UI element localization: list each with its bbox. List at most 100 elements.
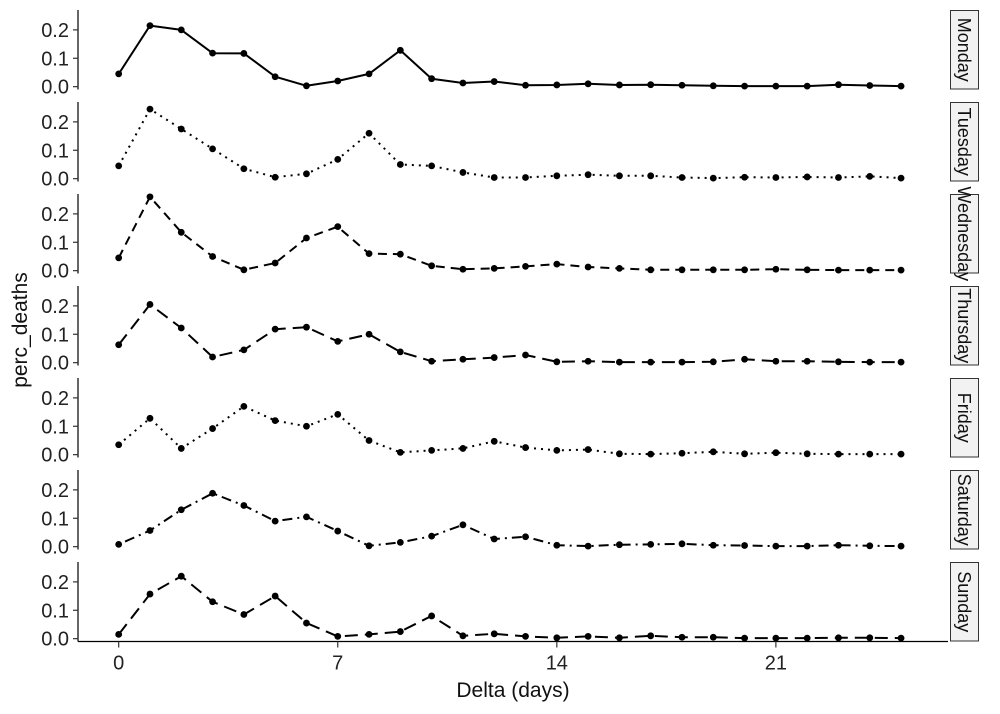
data-point	[115, 341, 123, 349]
data-point	[522, 632, 529, 640]
data-point	[741, 450, 748, 458]
data-point	[396, 250, 404, 258]
y-tick-label: 0.1	[41, 508, 69, 530]
data-point	[365, 542, 373, 550]
data-point	[146, 414, 154, 422]
data-point	[866, 172, 874, 180]
data-point	[584, 357, 592, 365]
data-point	[709, 448, 717, 456]
data-point	[428, 447, 436, 454]
data-point	[897, 174, 905, 182]
data-point	[365, 250, 373, 258]
data-point	[897, 450, 905, 458]
data-point	[772, 542, 780, 550]
data-point	[553, 541, 561, 549]
data-point	[365, 437, 373, 444]
data-point	[271, 592, 279, 600]
data-point	[490, 354, 498, 361]
data-point	[240, 165, 248, 173]
data-point	[897, 542, 905, 550]
data-point	[647, 450, 655, 458]
series-line	[117, 24, 902, 88]
data-point	[897, 358, 905, 366]
data-point	[741, 173, 748, 181]
facet-panel: 0.0 0.1 0.2 Wednesday	[41, 186, 979, 283]
data-point	[240, 266, 248, 274]
data-point	[678, 358, 686, 366]
data-point	[866, 450, 874, 458]
x-tick-label: 21	[765, 653, 787, 675]
data-point	[835, 450, 842, 458]
data-point	[709, 82, 717, 90]
data-point	[428, 532, 436, 540]
data-point	[647, 358, 655, 366]
data-point	[584, 542, 592, 550]
data-point	[303, 619, 310, 627]
data-point	[334, 337, 342, 345]
data-point	[177, 572, 185, 580]
y-tick-label: 0.0	[41, 77, 69, 99]
data-point	[490, 437, 498, 445]
data-point	[709, 358, 717, 366]
y-tick-label: 0.1	[41, 600, 69, 622]
data-point	[459, 169, 467, 176]
data-point	[428, 262, 436, 270]
data-point	[490, 535, 498, 543]
data-point	[522, 263, 529, 270]
data-point	[678, 266, 686, 274]
data-point	[177, 506, 185, 514]
data-point	[334, 155, 342, 163]
data-point	[835, 266, 842, 274]
y-tick-label: 0.0	[41, 169, 69, 191]
data-point	[866, 634, 874, 642]
y-tick-label: 0.0	[41, 537, 69, 559]
y-tick-label: 0.0	[41, 261, 69, 283]
data-point	[490, 264, 498, 272]
data-point	[240, 611, 248, 618]
data-point	[240, 402, 248, 410]
data-point	[866, 358, 874, 366]
data-point	[741, 266, 748, 274]
data-point	[240, 50, 248, 57]
data-point	[803, 82, 811, 90]
facet-strip	[950, 194, 979, 274]
data-point	[303, 170, 310, 178]
data-point	[396, 539, 404, 546]
data-point	[741, 82, 748, 90]
data-point	[240, 346, 248, 354]
data-point	[741, 542, 748, 549]
data-point	[271, 417, 279, 424]
data-point	[303, 234, 310, 242]
data-point	[209, 145, 216, 153]
data-point	[334, 77, 342, 85]
data-point	[553, 447, 561, 454]
series-line	[117, 575, 902, 640]
data-point	[209, 598, 216, 606]
data-point	[553, 81, 561, 89]
facet-strip-label: Wednesday	[954, 186, 974, 281]
x-axis: 0 7 14 21	[78, 640, 948, 675]
data-point	[490, 630, 498, 638]
data-point	[177, 324, 185, 332]
data-point	[584, 263, 592, 271]
data-point	[616, 541, 623, 549]
data-point	[835, 358, 842, 366]
facet-strip-label: Friday	[954, 393, 974, 443]
facet-panel: 0.0 0.1 0.2 Monday	[41, 10, 979, 99]
data-point	[866, 82, 874, 89]
data-point	[209, 49, 216, 57]
data-point	[146, 301, 154, 308]
y-tick-label: 0.2	[41, 112, 69, 134]
y-tick-label: 0.2	[41, 20, 69, 42]
data-point	[115, 70, 123, 78]
facet-strip-label: Tuesday	[954, 108, 974, 176]
data-point	[303, 513, 310, 521]
facet-strip	[950, 562, 979, 642]
data-point	[803, 450, 811, 458]
data-point	[772, 634, 780, 642]
y-axis-title: perc_deaths	[9, 272, 32, 388]
data-point	[584, 80, 592, 88]
data-point	[616, 264, 623, 272]
data-point	[177, 26, 185, 34]
data-point	[334, 410, 342, 418]
